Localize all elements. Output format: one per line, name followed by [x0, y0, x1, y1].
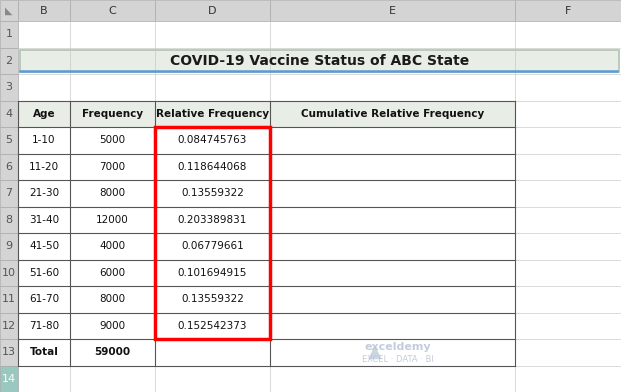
Text: ◣: ◣: [5, 5, 13, 16]
Text: 41-50: 41-50: [29, 241, 59, 251]
Bar: [0, 312, 18, 339]
Bar: [0, 365, 18, 392]
Text: 59000: 59000: [94, 347, 130, 357]
Bar: [0, 154, 18, 180]
Text: 0.101694915: 0.101694915: [178, 268, 247, 278]
Text: 6: 6: [6, 162, 12, 172]
Text: 0.13559322: 0.13559322: [181, 188, 244, 198]
Text: 10: 10: [2, 268, 16, 278]
Text: Frequency: Frequency: [82, 109, 143, 119]
Text: 0.118644068: 0.118644068: [178, 162, 247, 172]
Text: 31-40: 31-40: [29, 215, 59, 225]
Text: 8000: 8000: [99, 188, 125, 198]
Text: COVID-19 Vaccine Status of ABC State: COVID-19 Vaccine Status of ABC State: [170, 54, 469, 68]
Text: 12000: 12000: [96, 215, 129, 225]
Bar: [18, 100, 515, 127]
Text: 8: 8: [6, 215, 12, 225]
Text: 51-60: 51-60: [29, 268, 59, 278]
Text: 21-30: 21-30: [29, 188, 59, 198]
Text: Relative Frequency: Relative Frequency: [156, 109, 269, 119]
Bar: [0, 21, 18, 47]
Text: 3: 3: [6, 82, 12, 92]
Bar: [270, 0, 515, 21]
Text: 61-70: 61-70: [29, 294, 59, 304]
Text: 0.152542373: 0.152542373: [178, 321, 247, 331]
Bar: [0, 127, 18, 154]
Bar: [155, 127, 270, 339]
Bar: [0, 180, 18, 207]
Bar: [0, 339, 18, 365]
Text: EXCEL · DATA · BI: EXCEL · DATA · BI: [361, 355, 433, 364]
Bar: [155, 0, 270, 21]
Text: 8000: 8000: [99, 294, 125, 304]
Text: Total: Total: [30, 347, 58, 357]
Text: exceldemy: exceldemy: [364, 342, 431, 352]
Text: 5: 5: [6, 135, 12, 145]
Text: 6000: 6000: [99, 268, 125, 278]
Bar: [0, 233, 18, 260]
Bar: [515, 0, 621, 21]
Bar: [0, 47, 18, 74]
Text: 0.084745763: 0.084745763: [178, 135, 247, 145]
Bar: [70, 0, 155, 21]
Bar: [0, 207, 18, 233]
Text: 11: 11: [2, 294, 16, 304]
Bar: [0, 100, 18, 127]
Text: F: F: [565, 5, 571, 16]
Bar: [0, 0, 18, 21]
Bar: [20, 49, 619, 72]
Text: 13: 13: [2, 347, 16, 357]
Bar: [0, 365, 18, 392]
Text: C: C: [109, 5, 116, 16]
Text: ▲: ▲: [368, 343, 381, 361]
Text: 9000: 9000: [99, 321, 125, 331]
Bar: [0, 260, 18, 286]
Text: 0.203389831: 0.203389831: [178, 215, 247, 225]
Text: 7: 7: [6, 188, 12, 198]
Text: 1-10: 1-10: [32, 135, 56, 145]
Text: B: B: [40, 5, 48, 16]
Text: Cumulative Relative Frequency: Cumulative Relative Frequency: [301, 109, 484, 119]
Bar: [0, 286, 18, 312]
Text: Age: Age: [33, 109, 55, 119]
Text: 4: 4: [6, 109, 12, 119]
Text: 12: 12: [2, 321, 16, 331]
Text: 1: 1: [6, 29, 12, 39]
Bar: [18, 100, 515, 365]
Text: 14: 14: [2, 374, 16, 384]
Text: 9: 9: [6, 241, 12, 251]
Text: 11-20: 11-20: [29, 162, 59, 172]
Text: 0.06779661: 0.06779661: [181, 241, 244, 251]
Bar: [0, 74, 18, 100]
Text: 0.13559322: 0.13559322: [181, 294, 244, 304]
Text: 2: 2: [6, 56, 12, 66]
Bar: [18, 0, 70, 21]
Text: E: E: [389, 5, 396, 16]
Text: 4000: 4000: [99, 241, 125, 251]
Text: D: D: [208, 5, 217, 16]
Text: 71-80: 71-80: [29, 321, 59, 331]
Text: 5000: 5000: [99, 135, 125, 145]
Text: 7000: 7000: [99, 162, 125, 172]
